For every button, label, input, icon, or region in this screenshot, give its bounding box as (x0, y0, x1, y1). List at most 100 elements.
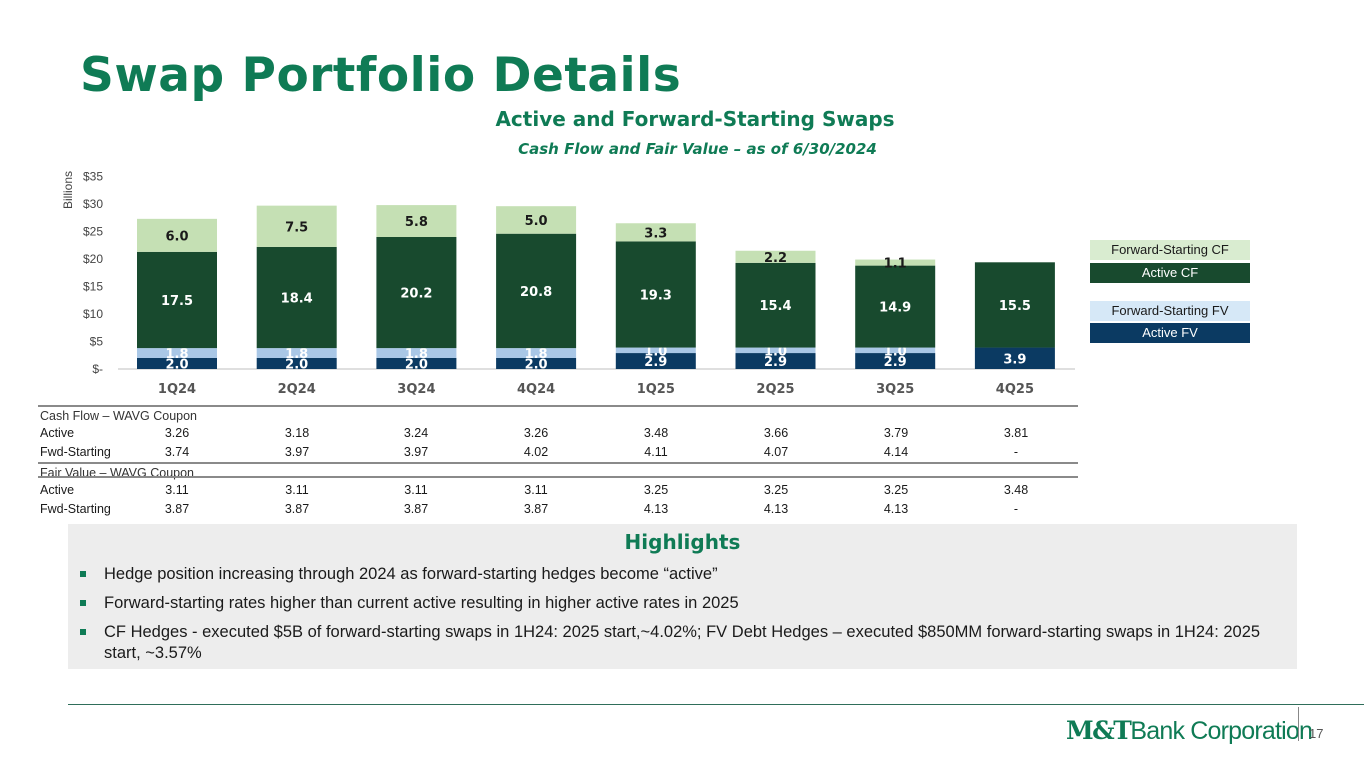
table-cell: 3.87 (523, 502, 549, 516)
table-cell: 4.07 (763, 445, 789, 459)
bar-segment (256, 246, 337, 349)
table-row: Active 3.11 3.11 3.11 3.11 3.25 3.25 3.25 3.48 (38, 481, 1078, 500)
table-cell: 3.66 (763, 426, 789, 440)
table-cell: 3.11 (285, 483, 309, 497)
bar-data-label: 3.9 (1003, 352, 1026, 367)
bar-data-label: 2.0 (525, 358, 548, 373)
bar-segment (256, 205, 337, 247)
legend-item: Active FV (1090, 323, 1250, 343)
row-label: Active (40, 483, 75, 497)
bar-data-label: 14.9 (879, 301, 911, 316)
table-cell: 3.97 (284, 445, 310, 459)
table-cell: - (1013, 445, 1019, 459)
bar-data-label: 7.5 (285, 220, 308, 235)
table-cell: 3.26 (523, 426, 549, 440)
company-logo: M&TBank Corporation (1066, 716, 1313, 746)
table-cell: 4.13 (643, 502, 669, 516)
y-tick-label: $35 (83, 170, 103, 184)
page-number: 17 (1309, 726, 1324, 741)
y-tick-label: $- (92, 362, 103, 376)
highlight-bullet: Hedge position increasing through 2024 a… (80, 564, 1284, 585)
legend-item: Forward-Starting FV (1090, 301, 1250, 321)
bar-data-label: 1.0 (884, 344, 907, 359)
table-row: Active 3.26 3.18 3.24 3.26 3.48 3.66 3.79 3.81 (38, 424, 1078, 443)
table-cell: 4.02 (523, 445, 549, 459)
bar-data-label: 2.2 (764, 251, 787, 266)
bar-segment (137, 348, 217, 358)
bar-segment (855, 259, 936, 266)
x-tick-label: 3Q24 (397, 382, 435, 397)
bar-segment (496, 233, 577, 349)
chart-title: Active and Forward-Starting Swaps (495, 107, 895, 131)
logo-text: Bank Corporation (1130, 717, 1313, 745)
highlight-text: Forward-starting rates higher than curre… (104, 594, 739, 612)
bar-data-label: 20.8 (520, 285, 552, 300)
table-cell: 4.14 (883, 445, 909, 459)
highlight-bullet: CF Hedges - executed $5B of forward-star… (80, 622, 1284, 664)
bar-segment (615, 353, 696, 369)
highlight-bullet: Forward-starting rates higher than curre… (80, 593, 1284, 614)
table-row: Fwd-Starting 3.74 3.97 3.97 4.02 4.11 4.07 4.14… (38, 443, 1078, 462)
table-cell: 3.48 (1003, 483, 1029, 497)
table-cell: 3.81 (1003, 426, 1029, 440)
x-tick-label: 1Q25 (637, 382, 675, 397)
bullet-square-icon (80, 571, 86, 577)
bar-segment (137, 218, 217, 252)
highlights-title: Highlights (624, 530, 741, 554)
bar-data-label: 2.0 (405, 358, 428, 373)
table-cell: 3.11 (165, 483, 189, 497)
table-cell: 3.25 (883, 483, 909, 497)
table-cell: 3.87 (403, 502, 429, 516)
table-cell: 3.11 (404, 483, 428, 497)
bar-segment (137, 251, 217, 349)
bar-data-label: 1.1 (884, 257, 907, 272)
bar-data-label: 6.0 (165, 229, 188, 244)
table-cell: 4.13 (883, 502, 909, 516)
bar-segment (855, 353, 936, 369)
bar-data-label: 2.9 (884, 355, 907, 370)
x-tick-label: 4Q25 (996, 382, 1034, 397)
bar-data-label: 1.8 (525, 347, 548, 362)
bar-segment (256, 348, 337, 358)
bar-segment (735, 262, 816, 348)
chart-subtitle: Cash Flow and Fair Value – as of 6/30/20… (518, 140, 877, 158)
bar-segment (735, 353, 816, 369)
bar-data-label: 2.9 (764, 355, 787, 370)
x-tick-label: 2Q25 (756, 382, 794, 397)
x-tick-label: 2Q24 (278, 382, 316, 397)
coupon-table: Cash Flow – WAVG Coupon Active 3.26 3.18 3.… (38, 405, 1078, 519)
footer-divider (68, 704, 1364, 705)
y-tick-label: $20 (83, 252, 103, 266)
bar-segment (855, 265, 936, 348)
bar-data-label: 2.9 (644, 355, 667, 370)
bar-segment (735, 250, 816, 263)
bar-data-label: 19.3 (640, 288, 672, 303)
swap-stacked-bar-chart: Billions$-$5$10$15$20$25$30$352.01.817.5… (61, 170, 1075, 397)
bar-segment (376, 237, 457, 349)
bar-segment (615, 223, 696, 242)
x-tick-label: 1Q24 (158, 382, 196, 397)
bar-data-label: 3.3 (644, 226, 667, 241)
row-label: Active (40, 426, 75, 440)
table-cell: 3.24 (403, 426, 429, 440)
bar-segment (496, 206, 577, 234)
table-cell: 3.18 (284, 426, 310, 440)
legend-item: Forward-Starting CF (1090, 240, 1250, 260)
logo-separator (1298, 707, 1299, 741)
table-row: Fwd-Starting 3.87 3.87 3.87 3.87 4.13 4.13 4.13… (38, 500, 1078, 519)
bar-segment (496, 358, 577, 369)
bullet-square-icon (80, 600, 86, 606)
bar-segment (615, 347, 696, 354)
bar-data-label: 1.8 (405, 347, 428, 362)
y-tick-label: $30 (83, 197, 103, 211)
table-cell: 3.79 (883, 426, 909, 440)
bar-data-label: 15.5 (999, 299, 1031, 314)
bar-segment (974, 347, 1055, 369)
x-tick-label: 3Q25 (876, 382, 914, 397)
table-cell: 4.13 (763, 502, 789, 516)
bar-data-label: 5.8 (405, 215, 428, 230)
table-cell: 3.87 (284, 502, 310, 516)
highlights-panel: Highlights Hedge position increasing thr… (68, 524, 1297, 669)
legend-item: Active CF (1090, 263, 1250, 283)
bar-segment (137, 358, 217, 369)
